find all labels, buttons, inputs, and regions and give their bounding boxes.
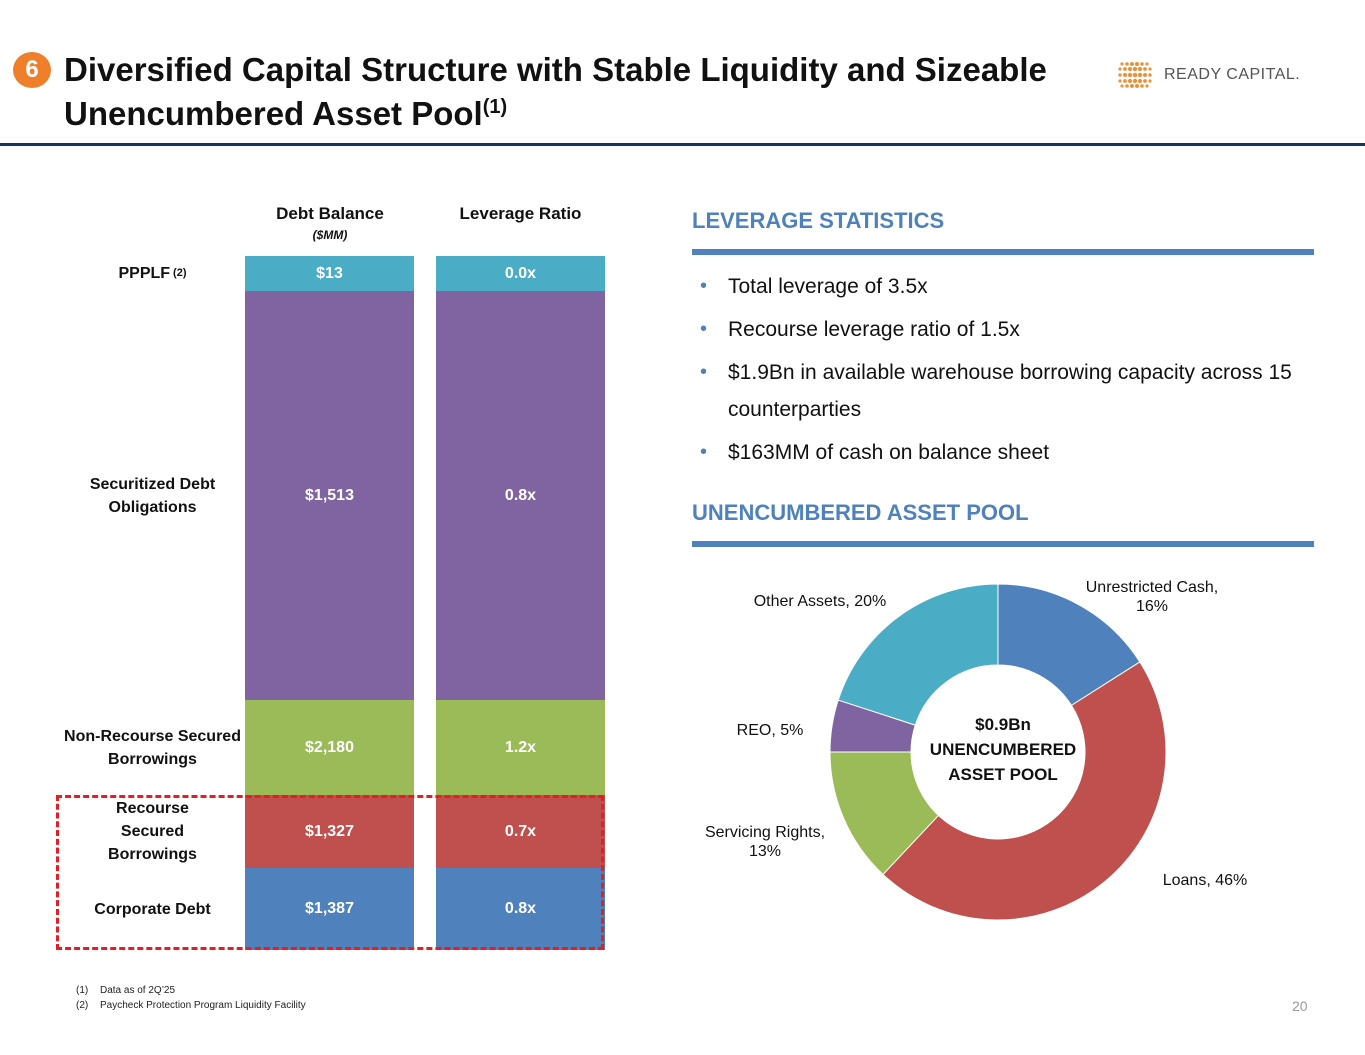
donut-slice-loans	[882, 661, 1167, 921]
donut-center-line2: UNENCUMBERED	[929, 740, 1077, 759]
bullet-warehouse-capacity: $1.9Bn in available warehouse borrowing …	[700, 354, 1320, 428]
donut-center-label: $0.9Bn UNENCUMBERED ASSET POOL	[918, 712, 1088, 787]
donut-label-servicing-rights: Servicing Rights, 13%	[704, 824, 826, 860]
leverage-segment-non-recourse: 1.2x	[436, 700, 605, 795]
donut-label-loans: Loans, 46%	[1162, 872, 1248, 889]
row-label-corporate-debt: Corporate Debt	[94, 900, 211, 918]
leverage-segment-securitized: 0.8x	[436, 291, 605, 700]
footnote-1: (1) Data as of 2Q’25	[76, 985, 176, 996]
debt-segment-securitized: $1,513	[245, 291, 414, 700]
donut-center-line3: ASSET POOL	[948, 765, 1058, 784]
leverage-ratio-header: Leverage Ratio	[459, 204, 582, 223]
donut-label-unrestricted-cash: Unrestricted Cash, 16%	[1085, 579, 1219, 615]
bullet-total-leverage: Total leverage of 3.5x	[700, 268, 1320, 305]
recourse-highlight-box	[56, 795, 604, 950]
debt-balance-unit: ($MM)	[312, 228, 348, 242]
leverage-segment-corporate: 0.8x	[436, 868, 605, 950]
bullet-recourse-leverage: Recourse leverage ratio of 1.5x	[700, 311, 1320, 348]
donut-center-amount: $0.9Bn	[975, 715, 1031, 734]
donut-label-other-assets: Other Assets, 20%	[753, 593, 887, 610]
title-line-2: Unencumbered Asset Pool	[64, 95, 483, 132]
asset-pool-title: UNENCUMBERED ASSET POOL	[692, 500, 1029, 525]
logo-text: READY CAPITAL.	[1164, 66, 1301, 83]
leverage-segment-recourse: 0.7x	[436, 795, 605, 868]
ready-capital-logo: READY CAPITAL.	[1116, 56, 1316, 94]
row-label-recourse-secured: Recourse Secured Borrowings	[108, 800, 197, 863]
donut-label-reo: REO, 5%	[736, 722, 804, 739]
title-line-1: Diversified Capital Structure with Stabl…	[64, 51, 1047, 88]
debt-segment-corporate: $1,387	[245, 868, 414, 950]
footnote-2: (2) Paycheck Protection Program Liquidity…	[76, 1000, 306, 1011]
title-footnote-ref: (1)	[482, 96, 508, 118]
logo-dots-icon	[1118, 62, 1152, 88]
bullet-cash: $163MM of cash on balance sheet	[700, 434, 1320, 471]
debt-segment-recourse: $1,327	[245, 795, 414, 868]
footnotes: (1) Data as of 2Q’25 (2) Paycheck Protecti…	[76, 983, 306, 1013]
leverage-bullets: Total leverage of 3.5x Recourse leverage…	[700, 268, 1320, 477]
debt-segment-ppplf: $13	[245, 256, 414, 291]
leverage-segment-ppplf: 0.0x	[436, 256, 605, 291]
donut-slice-other-assets	[837, 583, 999, 726]
debt-segment-non-recourse: $2,180	[245, 700, 414, 795]
row-label-non-recourse: Non-Recourse Secured Borrowings	[64, 727, 241, 768]
asset-pool-rule	[692, 541, 1314, 547]
debt-balance-header: Debt Balance	[276, 204, 384, 223]
header-divider	[0, 143, 1365, 146]
page-title: Diversified Capital Structure with Stabl…	[64, 48, 1084, 136]
section-number-badge: 6	[13, 52, 51, 88]
page-number: 20	[1292, 998, 1308, 1014]
leverage-statistics-rule	[692, 249, 1314, 255]
leverage-statistics-title: LEVERAGE STATISTICS	[692, 208, 945, 233]
row-label-securitized-debt: Securitized Debt Obligations	[89, 475, 216, 516]
row-label-ppplf: PPPLF (2)	[118, 265, 187, 282]
asset-pool-donut-chart	[829, 583, 1167, 921]
